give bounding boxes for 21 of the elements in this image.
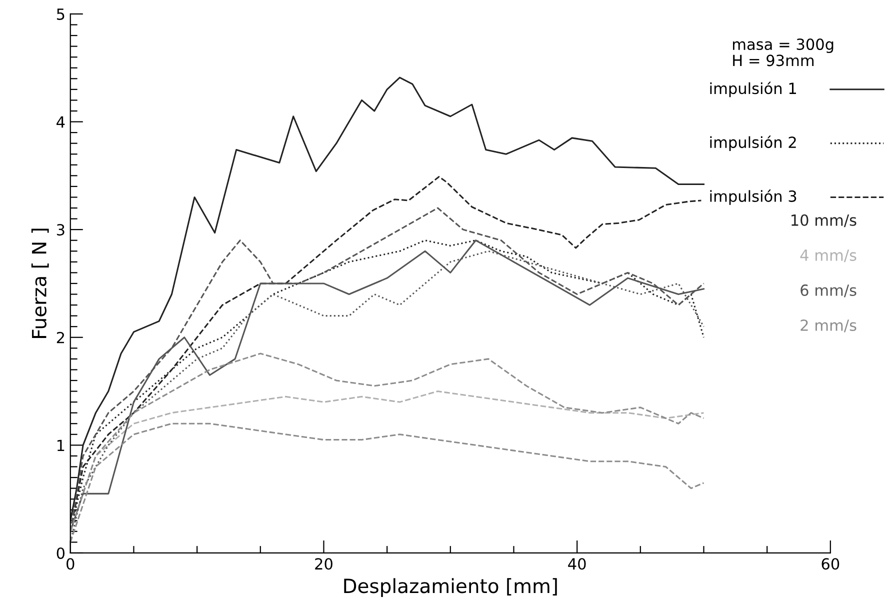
y-tick-label: 5	[56, 8, 64, 20]
annotation: masa = 300g	[732, 38, 834, 54]
x-tick-label: 20	[315, 558, 332, 570]
y-axis-title: Fuerza [ N ]	[31, 228, 49, 338]
annotation: impulsión 2	[710, 136, 796, 152]
y-tick-label: 4	[56, 116, 65, 128]
text: 6 mm/s	[800, 284, 856, 298]
legend-label: 10 mm/s	[792, 214, 856, 228]
annotation: H = 93mm	[733, 54, 814, 66]
y-tick-label: 0	[56, 547, 65, 559]
text: 2 mm/s	[800, 319, 856, 332]
x-tick-label: 60	[822, 558, 840, 570]
text: 4 mm/s	[800, 250, 856, 262]
y-tick-label: 3	[56, 224, 64, 236]
x-axis-title: Desplazamiento [mm]	[344, 578, 557, 597]
x-tick-label: 0	[66, 558, 74, 570]
y-tick-label: 2	[56, 332, 64, 344]
y-tick-label: 1	[57, 440, 64, 451]
annotation: impulsión 1	[710, 82, 796, 98]
x-tick-label: 40	[568, 558, 586, 570]
annotation: impulsión 3	[710, 190, 796, 205]
